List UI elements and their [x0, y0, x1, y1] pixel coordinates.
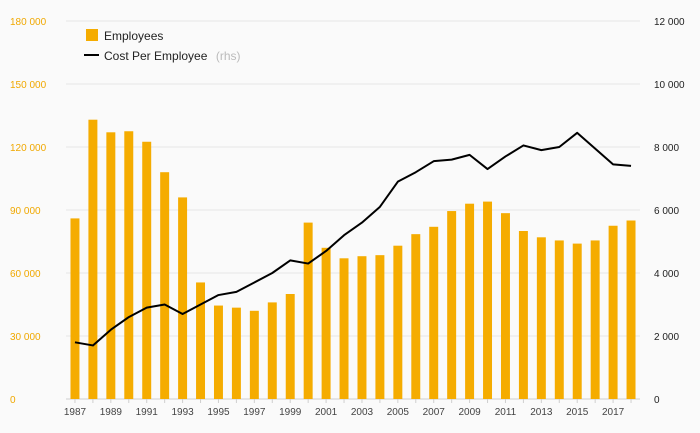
y-right-tick-label: 10 000	[654, 80, 685, 91]
bar-employees-1989	[106, 132, 116, 400]
x-tick-label: 1997	[243, 407, 266, 418]
bar-employees-2015	[572, 243, 582, 399]
y-left-tick-label: 60 000	[10, 269, 41, 280]
x-tick-label: 2009	[458, 407, 481, 418]
x-tick-label: 2011	[495, 407, 517, 418]
y-left-tick-label: 120 000	[10, 143, 47, 154]
y-axis-left: 0 30 000 60 000 90 000 120 000 150 000 180 000	[10, 17, 47, 406]
x-tick-label: 2017	[602, 407, 625, 418]
legend-label-cost: Cost Per Employee (rhs)	[104, 47, 241, 64]
bar-employees-1999	[285, 294, 295, 399]
y-left-tick-label: 150 000	[10, 80, 47, 91]
x-tick-label: 1993	[171, 407, 194, 418]
bar-employees-1998	[267, 302, 277, 399]
x-tick-label: 1987	[64, 407, 87, 418]
bar-employees-2008	[447, 211, 457, 399]
x-axis: 1987 1989 1991 1993 1995 1997 1999 2001 2003 2005…	[64, 399, 632, 418]
legend-label-cost-per-employee: Cost Per Employee	[104, 49, 208, 63]
y-left-tick-label: 180 000	[10, 17, 47, 28]
x-tick-label: 1995	[207, 407, 230, 418]
bar-employees-1992	[160, 172, 170, 399]
x-tick-label: 2003	[351, 407, 374, 418]
bar-employees-2006	[411, 234, 421, 399]
legend-label-employees: Employees	[104, 29, 163, 43]
bar-employees-2009	[465, 203, 475, 399]
x-tick-label: 2007	[423, 407, 446, 418]
y-right-tick-label: 4 000	[654, 269, 679, 280]
bar-employees-2002	[339, 258, 349, 399]
bar-employees-1991	[142, 141, 152, 399]
bar-employees-2017	[608, 225, 618, 399]
y-left-tick-label: 0	[10, 395, 16, 406]
bar-employees-1990	[124, 131, 134, 399]
bar-employees-1987	[70, 218, 80, 399]
y-right-tick-label: 2 000	[654, 332, 679, 343]
bar-employees-1993	[178, 197, 188, 399]
bar-employees-1997	[249, 310, 259, 399]
y-right-tick-label: 0	[654, 395, 660, 406]
bar-employees-2014	[554, 240, 564, 399]
bar-employees-2003	[357, 256, 367, 399]
bar-employees-1988	[88, 119, 98, 399]
bar-employees-1994	[196, 282, 206, 399]
x-tick-label: 1989	[100, 407, 123, 418]
bar-employees-2011	[500, 213, 510, 399]
y-left-tick-label: 30 000	[10, 332, 41, 343]
gridlines	[66, 20, 640, 400]
bar-employees-2012	[518, 231, 528, 399]
bar-employees-2013	[536, 237, 546, 399]
y-axis-right: 0 2 000 4 000 6 000 8 000 10 000 12 000	[654, 17, 685, 406]
bar-employees-1995	[213, 305, 223, 399]
bar-employees-2001	[321, 247, 331, 399]
x-tick-label: 1999	[279, 407, 302, 418]
y-right-tick-label: 12 000	[654, 17, 685, 28]
legend: Employees Cost Per Employee (rhs)	[84, 29, 241, 64]
y-right-tick-label: 6 000	[654, 206, 679, 217]
legend-swatch-employees	[86, 29, 98, 41]
bar-employees-2007	[429, 226, 439, 399]
x-tick-label: 2013	[530, 407, 553, 418]
bar-employees-2004	[375, 255, 385, 399]
line-series-cost-per-employee	[74, 131, 632, 347]
bar-series-employees	[70, 119, 636, 400]
bar-employees-2018	[626, 220, 636, 399]
bar-employees-2005	[393, 245, 403, 399]
bar-employees-2016	[590, 240, 600, 399]
x-tick-label: 1991	[136, 407, 159, 418]
bar-employees-1996	[231, 307, 241, 399]
x-tick-label: 2015	[566, 407, 589, 418]
bar-employees-2010	[483, 201, 493, 399]
x-tick-label: 2001	[315, 407, 338, 418]
bar-employees-2000	[303, 222, 313, 399]
legend-label-rhs: (rhs)	[216, 49, 241, 63]
y-left-tick-label: 90 000	[10, 206, 41, 217]
x-tick-label: 2005	[387, 407, 410, 418]
y-right-tick-label: 8 000	[654, 143, 679, 154]
